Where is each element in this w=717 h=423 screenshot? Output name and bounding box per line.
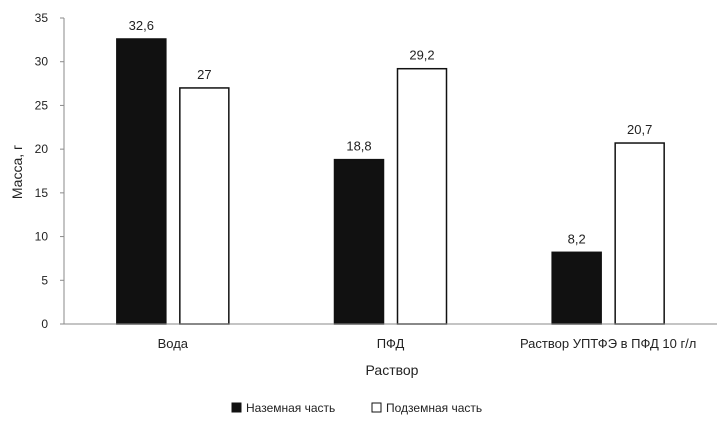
y-tick-label: 10 (35, 230, 49, 244)
legend: Наземная часть Подземная часть (231, 401, 482, 415)
bar-nazemnaya (551, 251, 602, 325)
bar-podzemnaya (179, 87, 230, 325)
y-tick-label: 35 (35, 11, 49, 25)
y-tick-label: 25 (35, 98, 49, 112)
legend-label: Наземная часть (246, 401, 335, 415)
y-tick-label: 30 (35, 55, 49, 69)
x-tick-label: Вода (158, 336, 189, 351)
x-axis-title: Раствор (366, 362, 419, 378)
x-tick-label: Раствор УПТФЭ в ПФД 10 г/л (520, 336, 696, 351)
y-tick-label: 5 (41, 273, 48, 287)
bar-nazemnaya (333, 158, 385, 325)
data-label: 29,2 (409, 48, 434, 63)
data-label: 32,6 (129, 18, 154, 33)
x-axis: Вода ПФД Раствор УПТФЭ в ПФД 10 г/л (64, 323, 717, 351)
bars: 32,6 27 18,8 29,2 8,2 20,7 (116, 18, 665, 325)
data-label: 27 (197, 67, 211, 82)
data-label: 20,7 (627, 122, 652, 137)
y-tick-label: 0 (41, 317, 48, 331)
data-label: 18,8 (346, 139, 371, 154)
data-label: 8,2 (568, 231, 586, 246)
x-tick-label: ПФД (377, 336, 405, 351)
y-tick-label: 20 (35, 142, 49, 156)
legend-swatch (231, 402, 242, 413)
legend-swatch (371, 402, 382, 413)
bar-nazemnaya (116, 38, 167, 325)
legend-label: Подземная часть (386, 401, 482, 415)
bar-podzemnaya (396, 67, 448, 325)
y-axis: 0 5 10 15 20 25 30 35 (35, 11, 65, 331)
bar-podzemnaya (614, 142, 665, 325)
y-axis-title: Масса, г (9, 145, 25, 199)
y-tick-label: 15 (35, 186, 49, 200)
